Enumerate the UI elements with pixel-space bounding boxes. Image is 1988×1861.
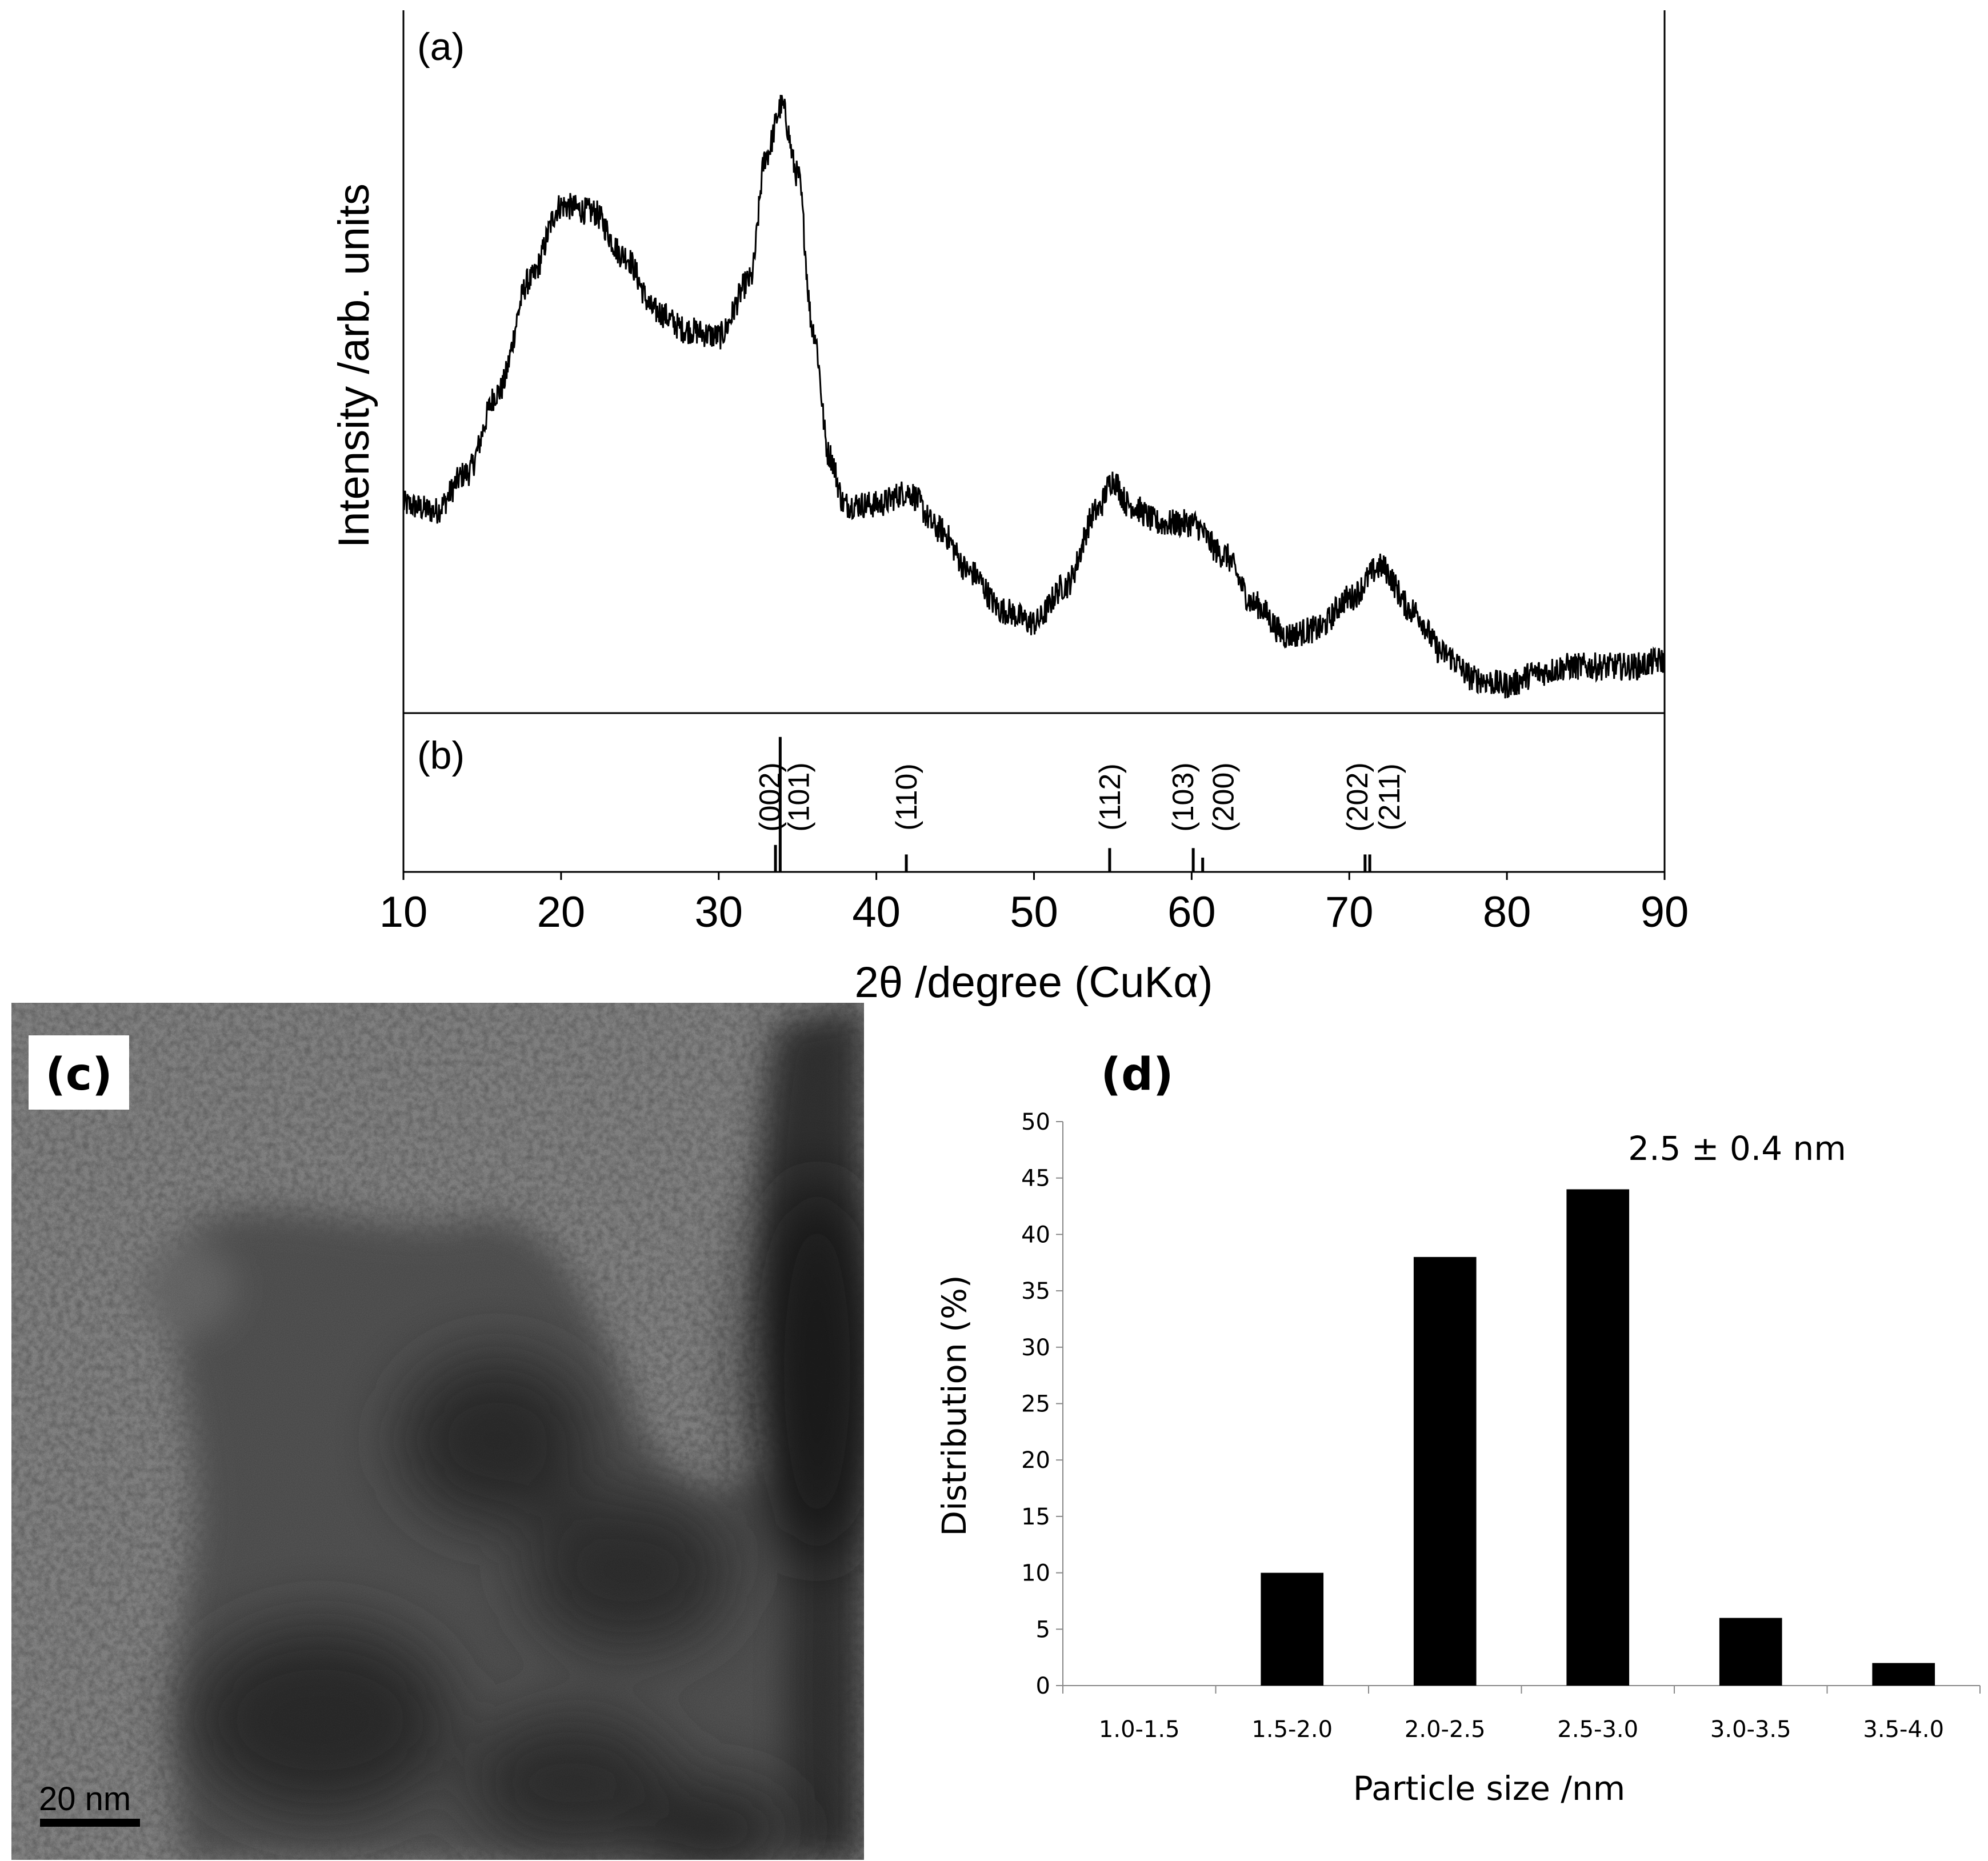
hist-category-label: 3.0-3.5 [1710,1716,1791,1743]
hist-annotation: 2.5 ± 0.4 nm [1628,1129,1846,1168]
reference-lines: (002)(101) (110) (112) (103) (200) (202)(211) [754,737,1406,872]
hist-y-tick-label: 45 [1021,1166,1050,1192]
x-tick-label: 50 [1010,888,1058,936]
panel-label-d: (d) [1101,1049,1173,1100]
tem-image: (c) 20 nm [11,1003,864,1860]
hist-category-label: 2.0-2.5 [1405,1716,1486,1743]
scale-bar [40,1819,140,1827]
x-tick-label: 90 [1641,888,1689,936]
reference-peak-label: (110) [890,763,923,831]
hist-y-tick-label: 15 [1021,1504,1050,1530]
reference-peak-label: (200) [1207,762,1241,831]
hist-bar [1566,1189,1630,1686]
x-tick-label: 10 [379,888,428,936]
hist-y-tick-label: 5 [1036,1616,1050,1643]
reference-peak-label: (002) [754,762,787,831]
reference-peak-label: (202) [1341,762,1374,831]
x-tick-label: 20 [537,888,586,936]
hist-label-box [1094,1035,1180,1103]
xrd-xlabel: 2θ /degree (CuKα) [855,958,1213,1007]
hist-y-tick-label: 30 [1021,1335,1050,1361]
hist-y-tick-label: 50 [1021,1109,1050,1135]
hist-category-label: 1.5-2.0 [1251,1716,1333,1743]
reference-peak-label: (103) [1167,762,1200,831]
panel-label-b: (b) [417,734,465,777]
hist-y-tick-label: 40 [1021,1222,1050,1248]
xrd-series [403,94,1665,699]
x-tick-label: 30 [694,888,743,936]
hist-ylabel: Distribution (%) [935,1275,974,1536]
panel-label-c: (c) [45,1049,113,1100]
hist-xlabel: Particle size /nm [1353,1769,1625,1808]
reference-peak-label: (112) [1094,763,1127,831]
histogram-panel: (d) Distribution (%) Particle size /nm 2… [935,1035,1981,1808]
hist-bar [1413,1256,1477,1686]
hist-y-tick-label: 0 [1036,1673,1050,1699]
reference-peak-label: (211) [1373,763,1406,831]
scale-bar-label: 20 nm [39,1780,131,1818]
reference-panel: (b) (002)(101) (110) (112) (103) (200) (202)(… [402,712,1666,873]
hist-y-tick-label: 35 [1021,1278,1050,1304]
xrd-line [403,94,1665,699]
hist-bar [1261,1572,1324,1686]
x-tick-label: 70 [1325,888,1374,936]
hist-bar [1872,1663,1935,1686]
x-tick-label: 40 [852,888,901,936]
panel-label-a: (a) [417,25,465,69]
x-tick-label: 60 [1167,888,1216,936]
hist-category-label: 3.5-4.0 [1863,1716,1944,1743]
hist-y-tick-label: 10 [1021,1560,1050,1587]
hist-y-tick-label: 20 [1021,1447,1050,1474]
x-tick-label: 80 [1483,888,1531,936]
hist-plot: 0 5 10 15 20 25 30 35 40 45 50 1.0-1.5 1.5-2.0 2.0-2.… [1021,1109,1981,1743]
hist-category-label: 2.5-3.0 [1557,1716,1638,1743]
hist-category-label: 1.0-1.5 [1099,1716,1180,1743]
xrd-x-axis: 10 20 30 40 50 60 70 80 90 [379,872,1689,936]
reference-frame [402,712,1666,873]
reference-peak-label: (101) [782,762,815,831]
xrd-ylabel: Intensity /arb. units [330,183,378,548]
tem-label-box [29,1035,129,1110]
hist-y-tick-label: 25 [1021,1391,1050,1418]
hist-bar [1719,1618,1782,1686]
xrd-panel: (a) Intensity /arb. units [330,10,1666,713]
